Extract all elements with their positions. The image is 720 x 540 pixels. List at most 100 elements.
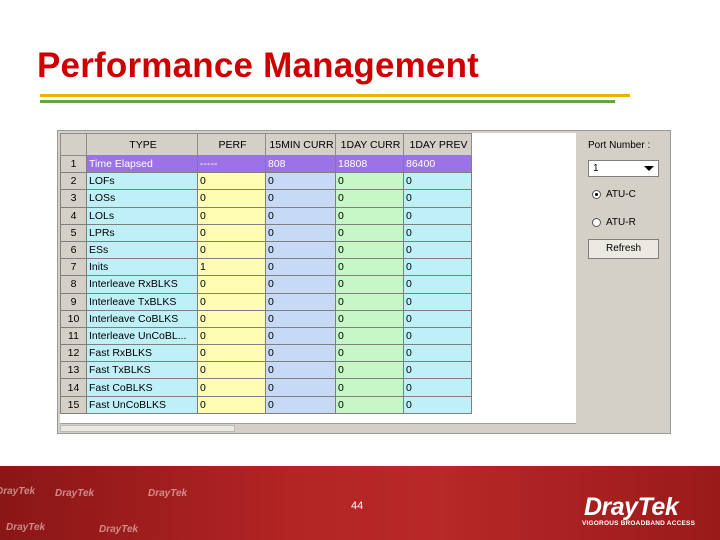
type-cell[interactable]: Interleave RxBLKS — [86, 275, 198, 294]
perf-cell[interactable]: ----- — [197, 154, 266, 174]
day-curr-cell[interactable]: 0 — [335, 344, 404, 363]
refresh-button[interactable]: Refresh — [588, 239, 659, 259]
table-row[interactable]: 2 LOFs 0 0 0 0 — [60, 172, 472, 191]
min15-curr-cell[interactable]: 0 — [265, 275, 336, 294]
day-curr-cell[interactable]: 0 — [335, 275, 404, 294]
type-cell[interactable]: Time Elapsed — [86, 154, 198, 174]
perf-cell[interactable]: 0 — [197, 240, 266, 260]
perf-cell[interactable]: 0 — [197, 344, 266, 363]
min15-curr-cell[interactable]: 0 — [265, 361, 336, 380]
day-prev-cell[interactable]: 86400 — [403, 154, 472, 174]
table-row[interactable]: 11 Interleave UnCoBL... 0 0 0 0 — [60, 326, 472, 346]
perf-cell[interactable]: 0 — [197, 378, 266, 397]
day-curr-cell[interactable]: 0 — [335, 378, 404, 397]
table-row[interactable]: 12 Fast RxBLKS 0 0 0 0 — [60, 344, 472, 363]
radio-atu-c-circle[interactable] — [592, 190, 601, 199]
table-row[interactable]: 5 LPRs 0 0 0 0 — [60, 223, 472, 242]
day-curr-cell[interactable]: 0 — [335, 395, 404, 414]
type-cell[interactable]: Fast RxBLKS — [86, 344, 198, 363]
row-number-cell[interactable]: 1 — [60, 154, 87, 174]
min15-curr-cell[interactable]: 0 — [265, 292, 336, 311]
port-number-select[interactable]: 1 — [588, 160, 659, 177]
type-cell[interactable]: Fast TxBLKS — [86, 361, 198, 380]
min15-curr-cell[interactable]: 0 — [265, 309, 336, 328]
table-row[interactable]: 3 LOSs 0 0 0 0 — [60, 189, 472, 208]
table-row[interactable]: 9 Interleave TxBLKS 0 0 0 0 — [60, 292, 472, 311]
table-row[interactable]: 13 Fast TxBLKS 0 0 0 0 — [60, 361, 472, 380]
row-number-cell[interactable]: 15 — [60, 395, 87, 414]
row-number-cell[interactable]: 7 — [60, 258, 87, 277]
min15-curr-cell[interactable]: 0 — [265, 395, 336, 414]
row-number-cell[interactable]: 2 — [60, 172, 87, 191]
column-header-15min-curr[interactable]: 15MIN CURR — [265, 133, 336, 156]
day-prev-cell[interactable]: 0 — [403, 326, 472, 346]
perf-cell[interactable]: 0 — [197, 172, 266, 191]
type-cell[interactable]: LOSs — [86, 189, 198, 208]
radio-atu-r-circle[interactable] — [592, 218, 601, 227]
day-curr-cell[interactable]: 0 — [335, 292, 404, 311]
day-curr-cell[interactable]: 0 — [335, 172, 404, 191]
min15-curr-cell[interactable]: 0 — [265, 172, 336, 191]
scrollbar-thumb[interactable] — [60, 425, 235, 432]
perf-cell[interactable]: 0 — [197, 275, 266, 294]
row-number-cell[interactable]: 13 — [60, 361, 87, 380]
type-cell[interactable]: LOFs — [86, 172, 198, 191]
table-row[interactable]: 6 ESs 0 0 0 0 — [60, 240, 472, 260]
min15-curr-cell[interactable]: 0 — [265, 206, 336, 225]
day-prev-cell[interactable]: 0 — [403, 275, 472, 294]
row-number-cell[interactable]: 8 — [60, 275, 87, 294]
type-cell[interactable]: LOLs — [86, 206, 198, 225]
row-number-cell[interactable]: 5 — [60, 223, 87, 242]
type-cell[interactable]: Interleave UnCoBL... — [86, 326, 198, 346]
min15-curr-cell[interactable]: 0 — [265, 258, 336, 277]
type-cell[interactable]: ESs — [86, 240, 198, 260]
day-curr-cell[interactable]: 18808 — [335, 154, 404, 174]
table-row[interactable]: 1 Time Elapsed ----- 808 18808 86400 — [60, 154, 472, 174]
horizontal-scrollbar[interactable] — [60, 423, 576, 433]
day-prev-cell[interactable]: 0 — [403, 258, 472, 277]
table-row[interactable]: 4 LOLs 0 0 0 0 — [60, 206, 472, 225]
perf-cell[interactable]: 0 — [197, 223, 266, 242]
row-number-cell[interactable]: 3 — [60, 189, 87, 208]
day-curr-cell[interactable]: 0 — [335, 206, 404, 225]
day-curr-cell[interactable]: 0 — [335, 223, 404, 242]
day-prev-cell[interactable]: 0 — [403, 378, 472, 397]
perf-cell[interactable]: 0 — [197, 395, 266, 414]
row-number-cell[interactable]: 4 — [60, 206, 87, 225]
perf-cell[interactable]: 1 — [197, 258, 266, 277]
table-row[interactable]: 8 Interleave RxBLKS 0 0 0 0 — [60, 275, 472, 294]
perf-cell[interactable]: 0 — [197, 361, 266, 380]
column-header-1day-prev[interactable]: 1DAY PREV — [403, 133, 472, 156]
type-cell[interactable]: LPRs — [86, 223, 198, 242]
day-curr-cell[interactable]: 0 — [335, 240, 404, 260]
type-cell[interactable]: Inits — [86, 258, 198, 277]
day-prev-cell[interactable]: 0 — [403, 206, 472, 225]
radio-atu-r[interactable]: ATU-R — [592, 217, 636, 228]
radio-atu-c[interactable]: ATU-C — [592, 189, 636, 200]
perf-cell[interactable]: 0 — [197, 189, 266, 208]
day-curr-cell[interactable]: 0 — [335, 361, 404, 380]
day-prev-cell[interactable]: 0 — [403, 361, 472, 380]
row-number-cell[interactable]: 10 — [60, 309, 87, 328]
table-row[interactable]: 7 Inits 1 0 0 0 — [60, 258, 472, 277]
min15-curr-cell[interactable]: 0 — [265, 326, 336, 346]
day-prev-cell[interactable]: 0 — [403, 309, 472, 328]
column-header-type[interactable]: TYPE — [86, 133, 198, 156]
day-curr-cell[interactable]: 0 — [335, 189, 404, 208]
row-number-cell[interactable]: 12 — [60, 344, 87, 363]
table-row[interactable]: 14 Fast CoBLKS 0 0 0 0 — [60, 378, 472, 397]
min15-curr-cell[interactable]: 0 — [265, 189, 336, 208]
min15-curr-cell[interactable]: 0 — [265, 344, 336, 363]
table-row[interactable]: 10 Interleave CoBLKS 0 0 0 0 — [60, 309, 472, 328]
row-number-cell[interactable]: 11 — [60, 326, 87, 346]
table-row[interactable]: 15 Fast UnCoBLKS 0 0 0 0 — [60, 395, 472, 414]
row-number-cell[interactable]: 9 — [60, 292, 87, 311]
day-prev-cell[interactable]: 0 — [403, 172, 472, 191]
min15-curr-cell[interactable]: 0 — [265, 223, 336, 242]
row-number-cell[interactable]: 6 — [60, 240, 87, 260]
perf-cell[interactable]: 0 — [197, 292, 266, 311]
day-prev-cell[interactable]: 0 — [403, 344, 472, 363]
type-cell[interactable]: Fast CoBLKS — [86, 378, 198, 397]
perf-cell[interactable]: 0 — [197, 206, 266, 225]
type-cell[interactable]: Fast UnCoBLKS — [86, 395, 198, 414]
